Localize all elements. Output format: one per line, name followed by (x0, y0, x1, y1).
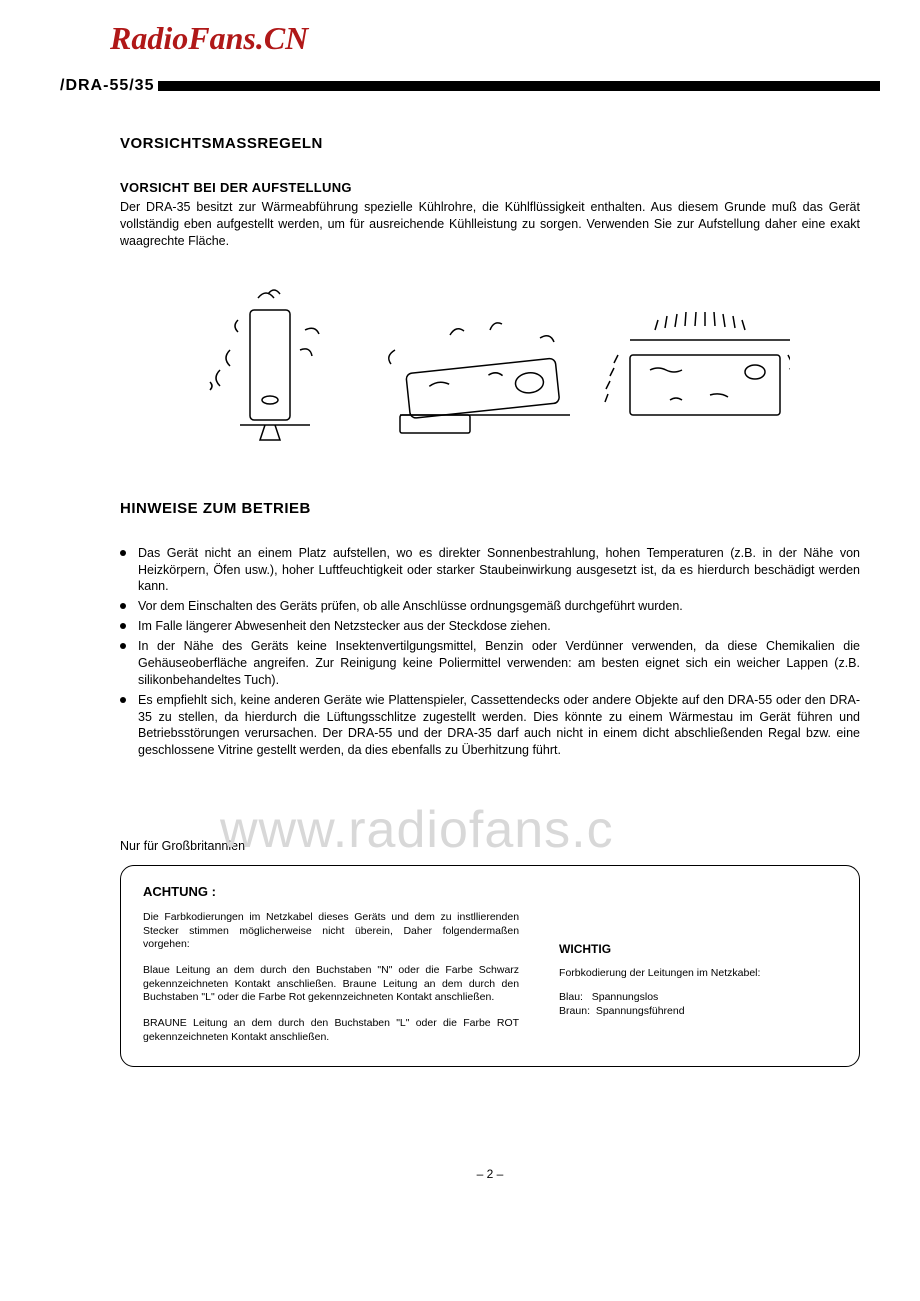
page-number: – 2 – (120, 1167, 860, 1181)
list-item: Vor dem Einschalten des Geräts prüfen, o… (120, 598, 860, 615)
list-item: Es empfiehlt sich, keine anderen Geräte … (120, 692, 860, 760)
achtung-title: ACHTUNG : (143, 884, 519, 899)
wichtig-line: Braun: Spannungsführend (559, 1004, 837, 1018)
wichtig-line: Blau: Spannungslos (559, 990, 837, 1004)
model-header-bar: /DRA-55/35 (60, 77, 880, 95)
section1-body: Der DRA-35 besitzt zur Wärmeabführung sp… (120, 199, 860, 250)
wichtig-title: WICHTIG (559, 942, 837, 956)
content-area: VORSICHTSMASSREGELN VORSICHT BEI DER AUF… (60, 135, 880, 1181)
list-item: Das Gerät nicht an einem Platz aufstelle… (120, 545, 860, 596)
list-item: In der Nähe des Geräts keine Insektenver… (120, 638, 860, 689)
page-container: RadioFans.CN /DRA-55/35 VORSICHTSMASSREG… (0, 0, 920, 1221)
operating-notes-list: Das Gerät nicht an einem Platz aufstelle… (120, 545, 860, 760)
placement-illustration (190, 280, 790, 460)
wichtig-column: WICHTIG Forbkodierung der Leitungen im N… (559, 884, 837, 1044)
achtung-paragraph: BRAUNE Leitung an dem durch den Buchstab… (143, 1017, 519, 1044)
wichtig-line: Forbkodierung der Leitungen im Netzkabel… (559, 966, 837, 980)
section1-title: VORSICHTSMASSREGELN (120, 135, 860, 152)
model-label: /DRA-55/35 (60, 77, 154, 95)
watermark-top: RadioFans.CN (110, 20, 880, 57)
list-item: Im Falle längerer Abwesenheit den Netzst… (120, 618, 860, 635)
achtung-paragraph: Die Farbkodierungen im Netzkabel dieses … (143, 911, 519, 952)
gb-only-note: Nur für Großbritannien (120, 839, 860, 853)
section2-title: HINWEISE ZUM BETRIEB (120, 500, 860, 517)
header-black-bar (158, 81, 880, 91)
achtung-box: ACHTUNG : Die Farbkodierungen im Netzkab… (120, 865, 860, 1067)
achtung-paragraph: Blaue Leitung an dem durch den Buchstabe… (143, 964, 519, 1005)
achtung-left-column: ACHTUNG : Die Farbkodierungen im Netzkab… (143, 884, 519, 1044)
section1-subtitle: VORSICHT BEI DER AUFSTELLUNG (120, 180, 860, 195)
